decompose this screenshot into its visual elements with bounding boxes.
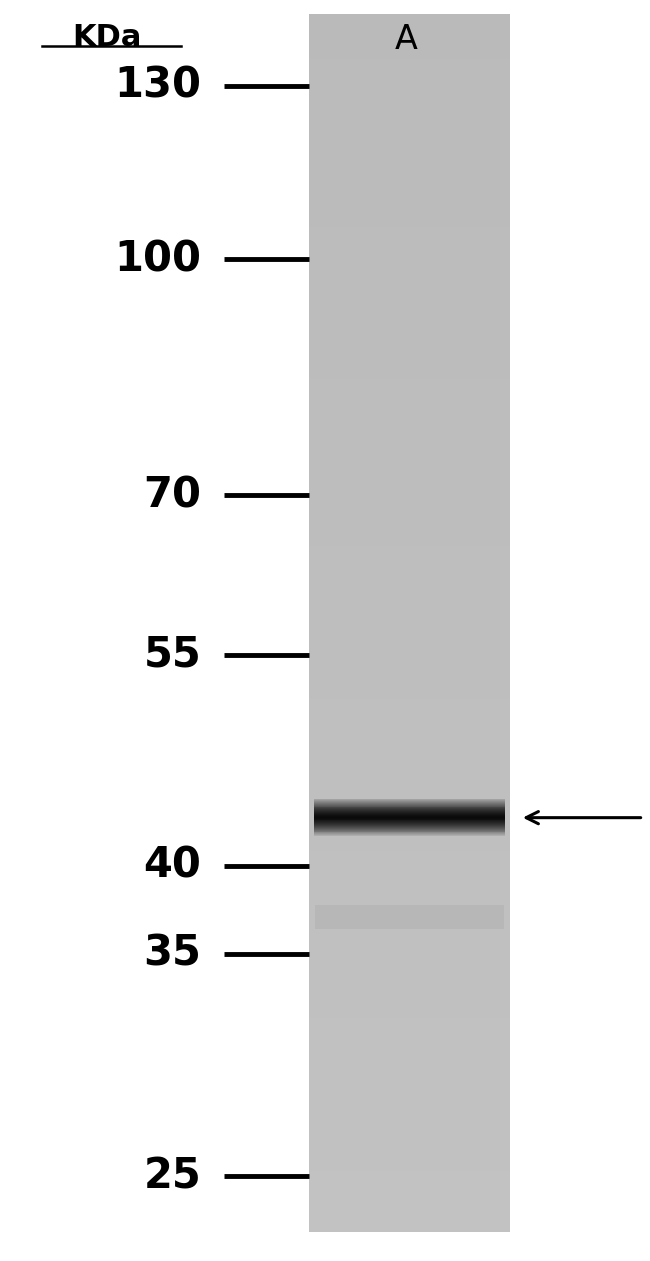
Bar bbox=[309, 212, 510, 227]
Bar bbox=[309, 318, 510, 333]
Bar bbox=[309, 59, 510, 74]
Bar bbox=[309, 1140, 510, 1155]
Bar bbox=[309, 881, 510, 897]
Bar bbox=[309, 972, 510, 987]
Bar bbox=[309, 1079, 510, 1095]
Bar bbox=[309, 165, 510, 182]
Text: KDa: KDa bbox=[73, 23, 142, 52]
Bar bbox=[309, 987, 510, 1004]
Text: 40: 40 bbox=[144, 845, 202, 886]
Bar bbox=[309, 242, 510, 257]
Bar bbox=[309, 912, 510, 927]
Bar bbox=[309, 1049, 510, 1064]
Bar bbox=[309, 608, 510, 623]
Bar bbox=[309, 1034, 510, 1049]
Bar bbox=[309, 1185, 510, 1202]
Bar bbox=[309, 257, 510, 272]
Bar bbox=[309, 348, 510, 363]
Bar bbox=[309, 1217, 510, 1232]
Bar bbox=[309, 14, 510, 29]
Bar bbox=[309, 593, 510, 608]
Bar bbox=[309, 1019, 510, 1034]
Bar bbox=[309, 897, 510, 912]
Bar bbox=[309, 866, 510, 881]
Bar bbox=[309, 90, 510, 105]
Bar bbox=[309, 623, 510, 638]
Bar bbox=[309, 440, 510, 455]
Bar bbox=[309, 1004, 510, 1019]
Bar bbox=[309, 561, 510, 576]
Text: 25: 25 bbox=[144, 1155, 202, 1198]
Bar bbox=[309, 105, 510, 120]
Bar bbox=[309, 1155, 510, 1170]
Bar bbox=[309, 638, 510, 653]
Text: 70: 70 bbox=[144, 474, 202, 516]
Bar bbox=[309, 1170, 510, 1185]
Text: 100: 100 bbox=[114, 238, 202, 280]
Bar bbox=[309, 288, 510, 303]
Bar bbox=[309, 74, 510, 90]
Bar bbox=[309, 395, 510, 410]
Bar bbox=[309, 455, 510, 470]
Bar bbox=[309, 851, 510, 866]
Bar bbox=[309, 501, 510, 516]
Bar bbox=[309, 653, 510, 668]
Bar bbox=[309, 470, 510, 485]
Bar bbox=[309, 791, 510, 806]
Bar bbox=[309, 333, 510, 348]
Bar bbox=[315, 905, 504, 929]
Bar bbox=[309, 683, 510, 699]
Bar bbox=[309, 29, 510, 44]
Bar bbox=[309, 1110, 510, 1125]
Bar bbox=[309, 410, 510, 425]
Bar bbox=[309, 120, 510, 135]
Bar bbox=[309, 1064, 510, 1079]
Bar bbox=[309, 699, 510, 714]
Bar bbox=[309, 714, 510, 729]
Bar bbox=[309, 821, 510, 836]
Bar bbox=[309, 197, 510, 212]
Bar bbox=[309, 806, 510, 821]
Bar bbox=[309, 1125, 510, 1140]
Bar bbox=[309, 380, 510, 395]
Bar bbox=[309, 531, 510, 546]
Text: 35: 35 bbox=[144, 933, 202, 975]
Bar bbox=[309, 150, 510, 165]
Text: 130: 130 bbox=[114, 64, 202, 107]
Bar bbox=[309, 1095, 510, 1110]
Bar bbox=[309, 576, 510, 593]
Text: 55: 55 bbox=[144, 634, 202, 676]
Bar bbox=[309, 774, 510, 791]
Bar bbox=[309, 942, 510, 957]
Bar bbox=[309, 668, 510, 683]
Bar bbox=[309, 182, 510, 197]
Bar bbox=[309, 44, 510, 59]
Bar bbox=[309, 227, 510, 242]
Bar bbox=[309, 135, 510, 150]
Bar bbox=[309, 927, 510, 942]
Bar bbox=[309, 759, 510, 774]
Bar bbox=[309, 546, 510, 561]
Bar bbox=[309, 303, 510, 318]
Bar bbox=[309, 485, 510, 501]
Bar bbox=[309, 272, 510, 288]
Bar bbox=[309, 1202, 510, 1217]
Bar bbox=[309, 744, 510, 759]
Bar bbox=[309, 516, 510, 531]
Bar bbox=[309, 729, 510, 744]
Bar bbox=[309, 425, 510, 440]
Bar bbox=[309, 363, 510, 380]
Bar bbox=[309, 957, 510, 972]
Bar bbox=[309, 836, 510, 851]
Text: A: A bbox=[395, 23, 418, 55]
